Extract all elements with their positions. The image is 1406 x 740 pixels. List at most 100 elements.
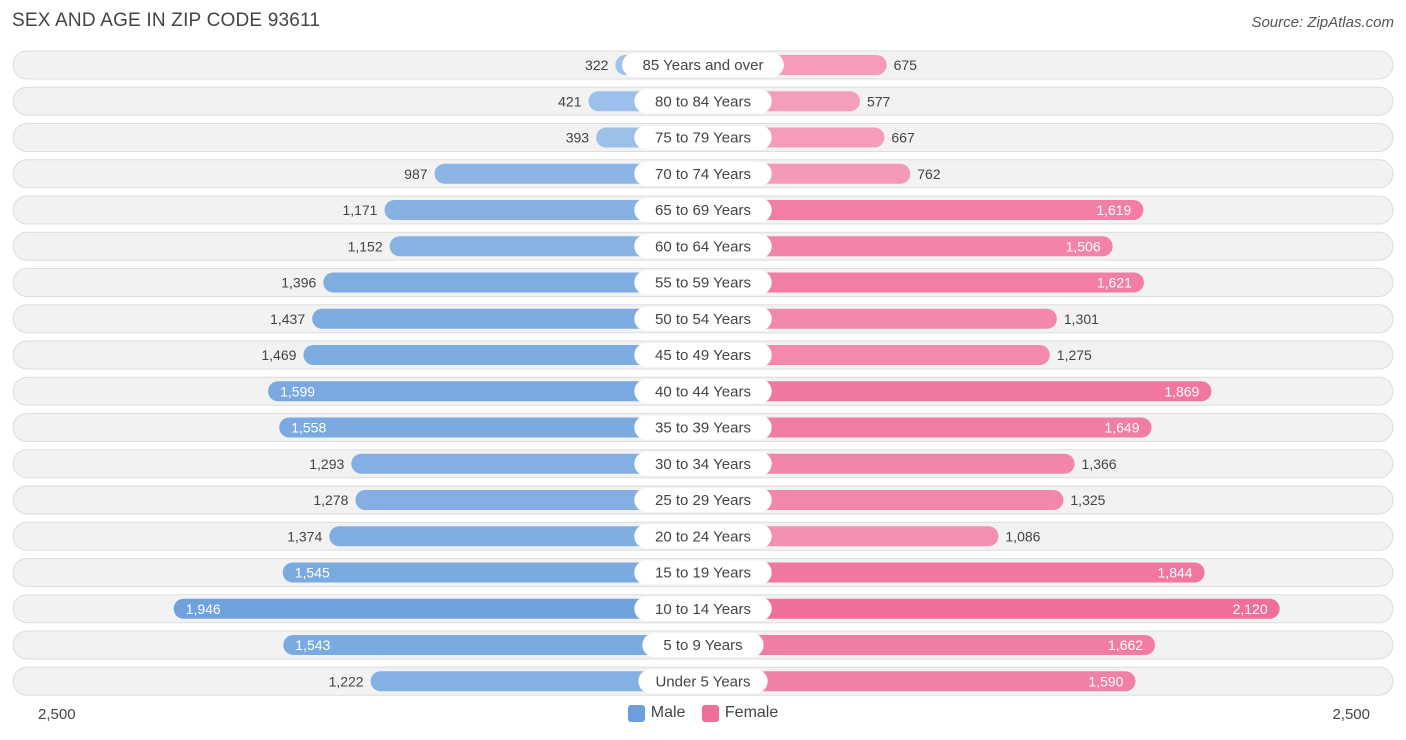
category-label: 20 to 24 Years — [655, 528, 751, 545]
bar-female[interactable] — [703, 345, 1050, 365]
value-label-female: 1,325 — [1070, 492, 1105, 508]
category-label: 70 to 74 Years — [655, 166, 751, 183]
value-label-male: 421 — [558, 93, 582, 109]
category-pill — [642, 633, 764, 657]
category-pill — [634, 524, 772, 549]
bar-female[interactable] — [703, 272, 1144, 293]
source-label: Source: ZipAtlas.com — [1251, 14, 1394, 31]
category-pill — [634, 234, 772, 259]
legend-label-female: Female — [724, 704, 779, 721]
bar-female[interactable] — [703, 635, 1156, 655]
value-label-female: 762 — [917, 166, 941, 182]
category-label: 50 to 54 Years — [655, 311, 751, 328]
legend-label-male: Male — [650, 704, 686, 721]
bar-male[interactable] — [329, 526, 703, 547]
value-label-male: 1,469 — [261, 347, 296, 363]
value-label-female: 1,366 — [1082, 456, 1117, 472]
bar-female[interactable] — [703, 562, 1205, 583]
category-label: 30 to 34 Years — [655, 456, 751, 473]
chart-title: SEX AND AGE IN ZIP CODE 93611 — [12, 10, 321, 31]
value-label-male: 393 — [566, 130, 590, 146]
category-pill — [622, 53, 784, 77]
category-label: 60 to 64 Years — [655, 238, 751, 255]
category-pill — [634, 488, 772, 512]
bar-female[interactable] — [703, 200, 1144, 220]
bar-female[interactable] — [703, 308, 1057, 329]
category-label: 25 to 29 Years — [655, 492, 751, 509]
bar-male[interactable] — [282, 562, 703, 583]
bar-male[interactable] — [384, 200, 703, 220]
bar-female[interactable] — [703, 381, 1212, 402]
category-pill — [634, 89, 772, 114]
value-label-male: 1,599 — [280, 383, 315, 399]
category-label: 85 Years and over — [643, 57, 764, 74]
value-label-male: 1,543 — [295, 637, 330, 653]
value-label-male: 322 — [585, 57, 609, 73]
axis-tick-right: 2,500 — [1332, 706, 1370, 723]
category-pill — [634, 125, 772, 150]
value-label-male: 987 — [404, 166, 428, 182]
category-label: 55 to 59 Years — [655, 275, 751, 292]
value-label-female: 667 — [891, 130, 915, 146]
value-label-male: 1,437 — [270, 311, 305, 327]
category-label: 5 to 9 Years — [663, 637, 742, 654]
category-label: 10 to 14 Years — [655, 601, 751, 618]
bar-male[interactable] — [370, 671, 703, 692]
bar-female[interactable] — [703, 598, 1280, 619]
bar-male[interactable] — [351, 453, 703, 474]
bar-male[interactable] — [303, 345, 703, 365]
category-pill — [634, 596, 772, 621]
value-label-female: 577 — [867, 93, 891, 109]
value-label-female: 1,844 — [1158, 565, 1193, 581]
bar-female[interactable] — [703, 490, 1064, 510]
value-label-female: 1,649 — [1104, 420, 1139, 436]
value-label-male: 1,374 — [287, 528, 322, 544]
category-label: 15 to 19 Years — [655, 565, 751, 582]
bar-male[interactable] — [268, 381, 703, 402]
legend-swatch-male — [627, 704, 645, 722]
value-label-male: 1,396 — [281, 275, 316, 291]
category-pill — [634, 198, 772, 222]
bar-female[interactable] — [703, 671, 1136, 692]
category-label: 40 to 44 Years — [655, 383, 751, 400]
value-label-male: 1,171 — [342, 202, 377, 218]
value-label-male: 1,545 — [295, 565, 330, 581]
bar-male[interactable] — [389, 236, 703, 257]
legend: Male Female — [0, 704, 1406, 727]
bar-male[interactable] — [312, 308, 703, 329]
category-pill — [638, 669, 768, 694]
bar-female[interactable] — [703, 453, 1075, 474]
bar-female[interactable] — [703, 526, 999, 547]
category-label: Under 5 Years — [655, 673, 750, 690]
value-label-male: 1,558 — [291, 420, 326, 436]
value-label-female: 1,275 — [1057, 347, 1092, 363]
category-pill — [634, 306, 772, 331]
category-pill — [634, 379, 772, 404]
bar-male[interactable] — [283, 635, 703, 655]
category-label: 80 to 84 Years — [655, 93, 751, 110]
bar-male[interactable] — [323, 272, 703, 293]
axis-tick-left: 2,500 — [38, 706, 76, 723]
value-label-male: 1,278 — [313, 492, 348, 508]
value-label-female: 1,621 — [1097, 275, 1132, 291]
category-pill — [634, 161, 772, 186]
legend-item-female[interactable]: Female — [701, 704, 779, 722]
category-label: 75 to 79 Years — [655, 130, 751, 147]
value-label-female: 2,120 — [1233, 601, 1268, 617]
value-label-male: 1,152 — [348, 238, 383, 254]
value-label-female: 675 — [894, 57, 918, 73]
value-label-female: 1,086 — [1005, 528, 1040, 544]
bar-female[interactable] — [703, 236, 1113, 257]
value-label-female: 1,662 — [1108, 637, 1143, 653]
bar-male[interactable] — [173, 598, 704, 619]
value-label-female: 1,590 — [1088, 673, 1123, 689]
value-label-male: 1,222 — [329, 673, 364, 689]
bar-female[interactable] — [703, 417, 1152, 438]
bar-male[interactable] — [279, 417, 703, 438]
value-label-male: 1,946 — [186, 601, 221, 617]
category-label: 35 to 39 Years — [655, 420, 751, 437]
legend-item-male[interactable]: Male — [627, 704, 686, 722]
bar-male[interactable] — [355, 490, 703, 510]
legend-swatch-female — [701, 704, 719, 722]
